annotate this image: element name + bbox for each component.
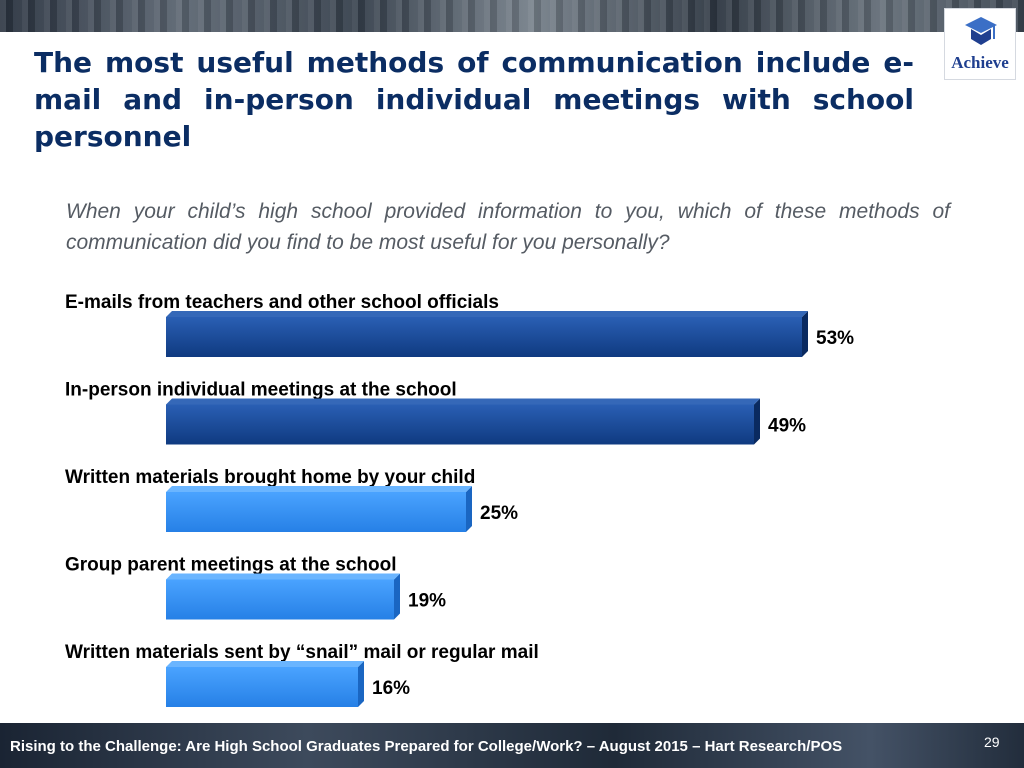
mortarboard-icon <box>965 17 997 45</box>
value-label: 19% <box>408 591 446 612</box>
bar-side <box>754 398 760 445</box>
bar <box>166 667 358 707</box>
footer-band <box>0 723 1024 768</box>
bar-side <box>466 486 472 532</box>
category-label: Written materials brought home by your c… <box>65 467 475 488</box>
bar-side <box>394 573 400 620</box>
top-banner-photo <box>0 0 1024 32</box>
bar <box>166 404 754 445</box>
bar <box>166 317 802 357</box>
bar-top <box>166 398 760 405</box>
bar-top <box>166 486 472 492</box>
value-label: 49% <box>768 416 806 437</box>
bar-chart: E-mails from teachers and other school o… <box>65 292 854 707</box>
slide-title: The most useful methods of communication… <box>34 46 914 153</box>
bar <box>166 492 466 532</box>
bar-top <box>166 661 364 667</box>
category-label: Written materials sent by “snail” mail o… <box>65 642 539 663</box>
bar <box>166 579 394 620</box>
category-label: In-person individual meetings at the sch… <box>65 380 457 401</box>
survey-question: When your child’s high school provided i… <box>66 200 950 254</box>
category-label: E-mails from teachers and other school o… <box>65 292 499 313</box>
value-label: 53% <box>816 328 854 349</box>
category-label: Group parent meetings at the school <box>65 555 397 576</box>
page-number: 29 <box>984 734 1000 750</box>
bar-top <box>166 311 808 317</box>
value-label: 25% <box>480 503 518 524</box>
bar-side <box>358 661 364 707</box>
achieve-logo: Achieve <box>944 8 1016 80</box>
logo-text: Achieve <box>951 53 1009 72</box>
bar-top <box>166 573 400 580</box>
value-label: 16% <box>372 678 410 699</box>
bar-side <box>802 311 808 357</box>
footer-citation: Rising to the Challenge: Are High School… <box>10 738 843 755</box>
